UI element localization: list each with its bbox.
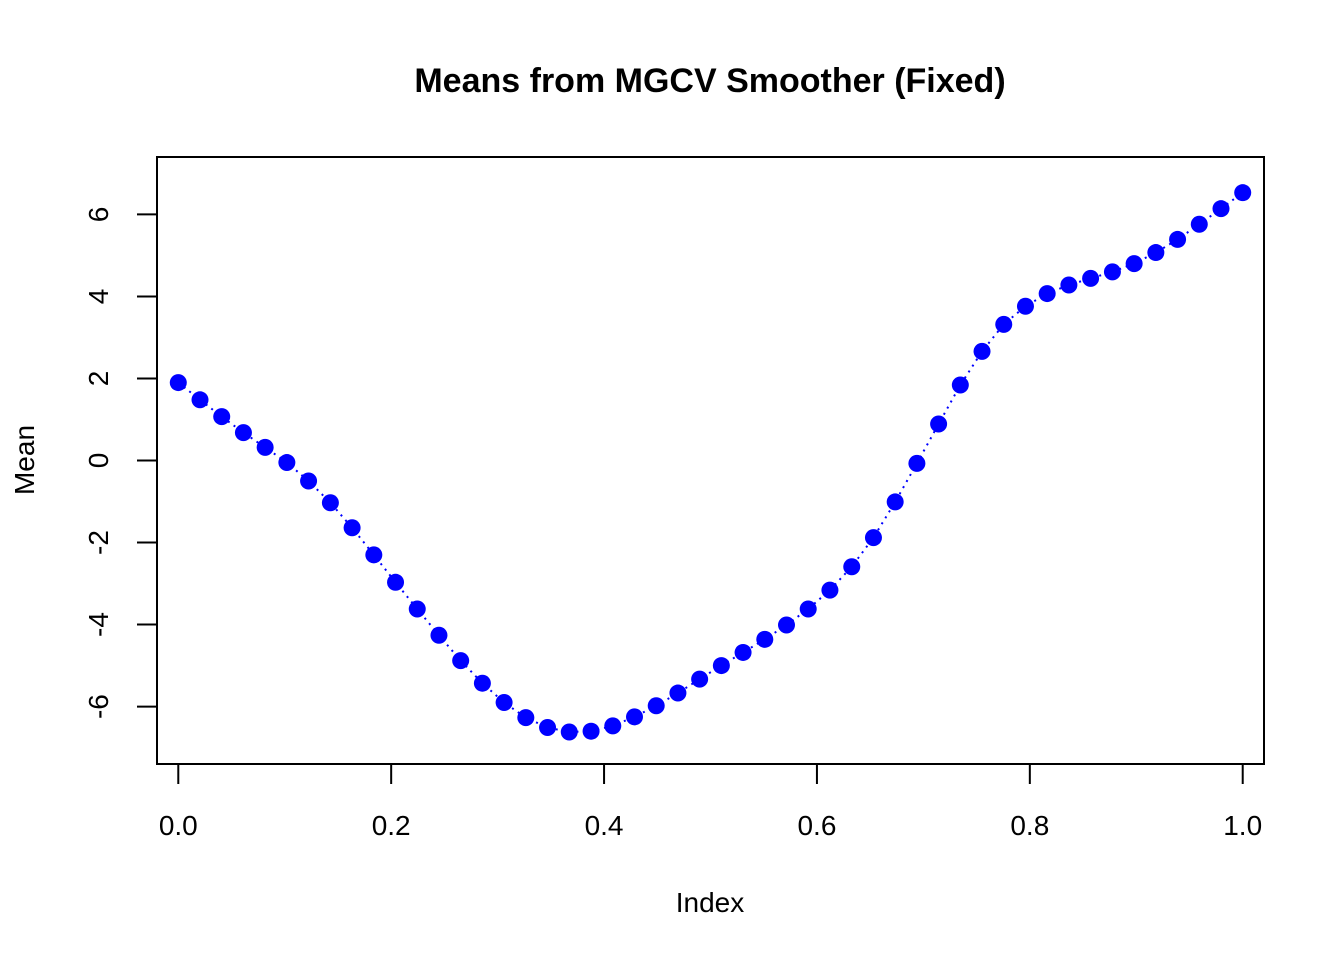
x-tick-label: 0.2 <box>372 810 411 841</box>
data-point <box>539 718 557 736</box>
data-point <box>582 722 600 740</box>
data-point <box>1125 255 1143 273</box>
y-tick-label: -4 <box>83 612 114 637</box>
chart-title: Means from MGCV Smoother (Fixed) <box>414 62 1005 100</box>
y-tick-label: 6 <box>83 207 114 223</box>
data-point <box>430 626 448 644</box>
data-point <box>234 424 252 442</box>
data-point <box>191 391 209 409</box>
data-point <box>777 616 795 634</box>
data-point <box>712 657 730 675</box>
data-point <box>973 342 991 360</box>
data-point <box>1234 184 1252 202</box>
data-point <box>626 708 644 726</box>
data-point <box>321 494 339 512</box>
data-point <box>495 693 513 711</box>
x-tick-label: 0.0 <box>159 810 198 841</box>
x-axis-label: Index <box>676 887 745 918</box>
data-point <box>1190 215 1208 233</box>
data-point <box>799 600 817 618</box>
y-axis-label: Mean <box>9 425 40 495</box>
series-line <box>177 191 1244 734</box>
data-point <box>930 415 948 433</box>
y-tick-label: -6 <box>83 694 114 719</box>
data-point <box>1060 276 1078 294</box>
data-point <box>300 472 318 490</box>
data-point <box>1016 297 1034 315</box>
data-point <box>1212 200 1230 218</box>
data-point <box>213 408 231 426</box>
data-point <box>1082 269 1100 287</box>
y-tick-label: -2 <box>83 530 114 555</box>
data-point <box>821 581 839 599</box>
data-point <box>647 697 665 715</box>
data-point <box>408 600 426 618</box>
data-point <box>908 454 926 472</box>
data-point <box>864 529 882 547</box>
data-point <box>343 519 361 537</box>
x-tick-label: 0.6 <box>797 810 836 841</box>
data-point <box>473 674 491 692</box>
data-point <box>886 493 904 511</box>
x-axis: 0.0 0.2 0.4 0.6 0.8 1.0 <box>159 763 1262 841</box>
data-point <box>560 723 578 741</box>
data-point <box>669 684 687 702</box>
data-point <box>365 546 383 564</box>
data-point <box>843 558 861 576</box>
x-tick-label: 0.8 <box>1010 810 1049 841</box>
data-point <box>951 376 969 394</box>
data-point <box>604 717 622 735</box>
data-point <box>256 438 274 456</box>
data-point <box>452 652 470 670</box>
series-dotted-line <box>177 191 1244 734</box>
y-tick-label: 4 <box>83 289 114 305</box>
y-tick-label: 2 <box>83 371 114 387</box>
x-tick-label: 1.0 <box>1223 810 1262 841</box>
data-point <box>1147 244 1165 262</box>
data-point <box>387 573 405 591</box>
data-point <box>995 315 1013 333</box>
x-tick-label: 0.4 <box>585 810 624 841</box>
data-point <box>169 374 187 392</box>
data-point <box>517 709 535 727</box>
y-axis: -6 -4 -2 0 2 4 6 <box>83 207 158 719</box>
series-points <box>169 184 1252 741</box>
data-point <box>734 643 752 661</box>
data-point <box>756 630 774 648</box>
data-point <box>1038 285 1056 303</box>
data-point <box>1169 230 1187 248</box>
data-point <box>278 454 296 472</box>
data-point <box>1103 263 1121 281</box>
data-point <box>691 670 709 688</box>
y-tick-label: 0 <box>83 453 114 469</box>
